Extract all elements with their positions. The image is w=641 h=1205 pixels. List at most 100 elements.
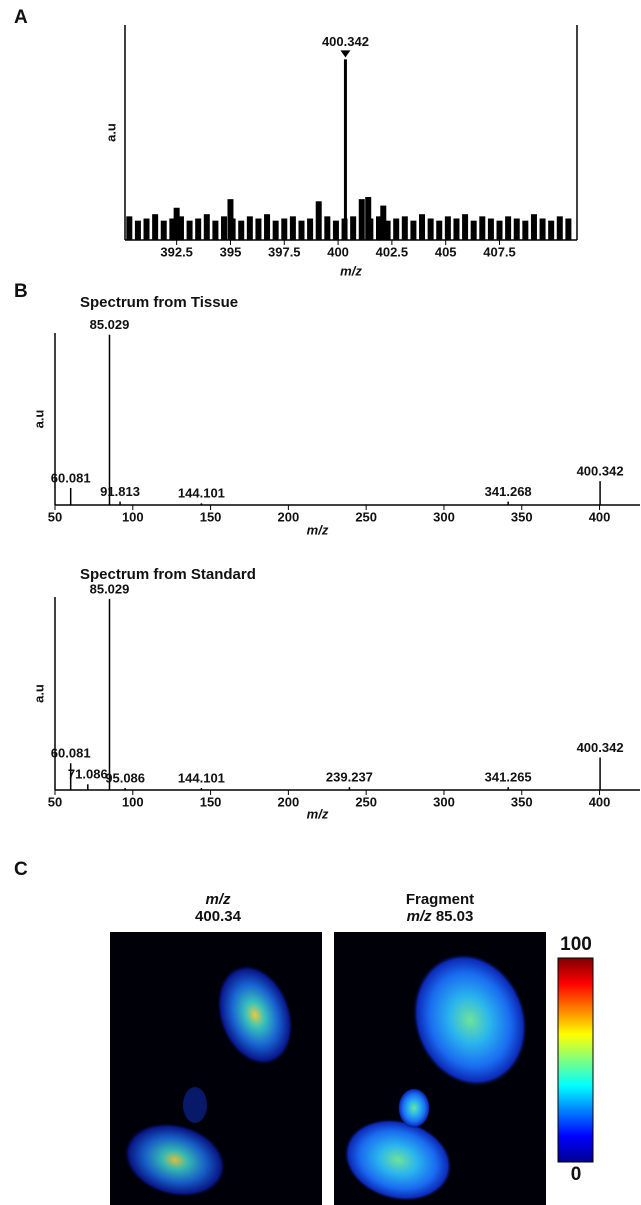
noise-peak bbox=[316, 201, 322, 240]
noise-peak bbox=[221, 216, 227, 240]
ion-image bbox=[334, 932, 546, 1205]
noise-peak bbox=[565, 219, 571, 241]
noise-peak bbox=[428, 219, 434, 241]
noise-peak bbox=[393, 219, 399, 241]
x-tick-label: 395 bbox=[220, 244, 242, 259]
noise-peak bbox=[135, 221, 141, 240]
panel-label: C bbox=[14, 859, 28, 880]
noise-peak bbox=[290, 216, 296, 240]
peak-label: 144.101 bbox=[178, 486, 225, 501]
noise-peak bbox=[453, 219, 459, 241]
peak-label: 239.237 bbox=[326, 770, 373, 785]
image-title: m/z bbox=[205, 891, 231, 908]
noise-peak bbox=[298, 221, 304, 240]
noise-peak bbox=[531, 214, 537, 240]
noise-peak bbox=[419, 214, 425, 240]
figure: A B C m/z 400.34 Fragment m/z 85.03 0100… bbox=[0, 0, 641, 1205]
x-tick-label: 300 bbox=[433, 509, 455, 524]
x-tick-label: 400 bbox=[589, 794, 611, 809]
noise-peak bbox=[402, 216, 408, 240]
x-tick-label: 350 bbox=[511, 794, 533, 809]
peak-label: 341.265 bbox=[485, 770, 532, 785]
noise-peak bbox=[126, 216, 132, 240]
noise-peak bbox=[144, 219, 150, 241]
peak-label: 400.342 bbox=[577, 464, 624, 479]
noise-peak bbox=[238, 221, 244, 240]
chart-title: Spectrum from Tissue bbox=[80, 294, 238, 311]
x-tick-label: 400 bbox=[327, 244, 349, 259]
peak-label: 91.813 bbox=[100, 484, 140, 499]
noise-peak bbox=[230, 219, 236, 241]
x-tick-label: 200 bbox=[278, 794, 300, 809]
noise-peak bbox=[557, 216, 563, 240]
noise-peak bbox=[324, 216, 330, 240]
x-tick-label: 150 bbox=[200, 794, 222, 809]
peak-label: 85.029 bbox=[90, 581, 130, 596]
peak-label: 85.029 bbox=[90, 317, 130, 332]
x-axis-label: m/z bbox=[307, 806, 329, 821]
peak-label: 400.342 bbox=[322, 34, 369, 49]
noise-peak bbox=[367, 219, 373, 241]
x-tick-label: 402.5 bbox=[376, 244, 409, 259]
colorbar-tick-label: 0 bbox=[571, 1164, 582, 1185]
x-tick-label: 407.5 bbox=[483, 244, 516, 259]
noise-peak bbox=[548, 221, 554, 240]
noise-peak bbox=[471, 221, 477, 240]
panel-label: B bbox=[14, 281, 28, 302]
image-title: 85.03 bbox=[436, 908, 474, 925]
noise-peak bbox=[488, 219, 494, 241]
peak-label: 71.086 bbox=[68, 767, 108, 782]
noise-peak bbox=[359, 199, 365, 240]
x-tick-label: 100 bbox=[122, 509, 144, 524]
x-tick-label: 100 bbox=[122, 794, 144, 809]
x-tick-label: 50 bbox=[48, 794, 62, 809]
x-tick-label: 400 bbox=[589, 509, 611, 524]
noise-peak bbox=[540, 219, 546, 241]
peak-label: 60.081 bbox=[51, 746, 91, 761]
noise-peak bbox=[410, 221, 416, 240]
x-tick-label: 397.5 bbox=[268, 244, 301, 259]
ion-image bbox=[110, 932, 322, 1205]
peak-label: 144.101 bbox=[178, 771, 225, 786]
peak-label: 400.342 bbox=[577, 740, 624, 755]
noise-peak bbox=[273, 221, 279, 240]
colorbar-tick-label: 100 bbox=[560, 934, 592, 955]
noise-peak bbox=[204, 214, 210, 240]
noise-peak bbox=[497, 221, 503, 240]
y-axis-label: a.u bbox=[31, 684, 46, 703]
noise-peak bbox=[161, 221, 167, 240]
noise-peak bbox=[514, 219, 520, 241]
x-tick-label: 405 bbox=[435, 244, 457, 259]
x-tick-label: 300 bbox=[433, 794, 455, 809]
peak-label: 341.268 bbox=[485, 484, 532, 499]
noise-peak bbox=[195, 219, 201, 241]
noise-peak bbox=[436, 221, 442, 240]
x-tick-label: 150 bbox=[200, 509, 222, 524]
y-axis-label: a.u bbox=[31, 410, 46, 429]
peak-label: 95.086 bbox=[105, 771, 145, 786]
image-title: Fragment bbox=[406, 891, 474, 908]
x-tick-label: 250 bbox=[355, 794, 377, 809]
peak-marker bbox=[340, 50, 350, 57]
noise-peak bbox=[178, 216, 184, 240]
noise-peak bbox=[522, 221, 528, 240]
noise-peak bbox=[212, 221, 218, 240]
noise-peak bbox=[247, 216, 253, 240]
noise-peak bbox=[462, 214, 468, 240]
noise-peak bbox=[281, 219, 287, 241]
noise-peak bbox=[255, 219, 261, 241]
x-tick-label: 250 bbox=[355, 509, 377, 524]
noise-peak bbox=[350, 216, 356, 240]
x-tick-label: 200 bbox=[278, 509, 300, 524]
x-axis-label: m/z bbox=[307, 522, 329, 537]
x-tick-label: 350 bbox=[511, 509, 533, 524]
image-title: m/z bbox=[407, 908, 433, 925]
noise-peak bbox=[152, 214, 158, 240]
noise-peak bbox=[479, 216, 485, 240]
noise-peak bbox=[187, 221, 193, 240]
noise-peak bbox=[505, 216, 511, 240]
x-axis-label: m/z bbox=[340, 263, 362, 278]
panel-label: A bbox=[14, 7, 28, 28]
y-axis-label: a.u bbox=[103, 123, 118, 142]
x-tick-label: 50 bbox=[48, 509, 62, 524]
